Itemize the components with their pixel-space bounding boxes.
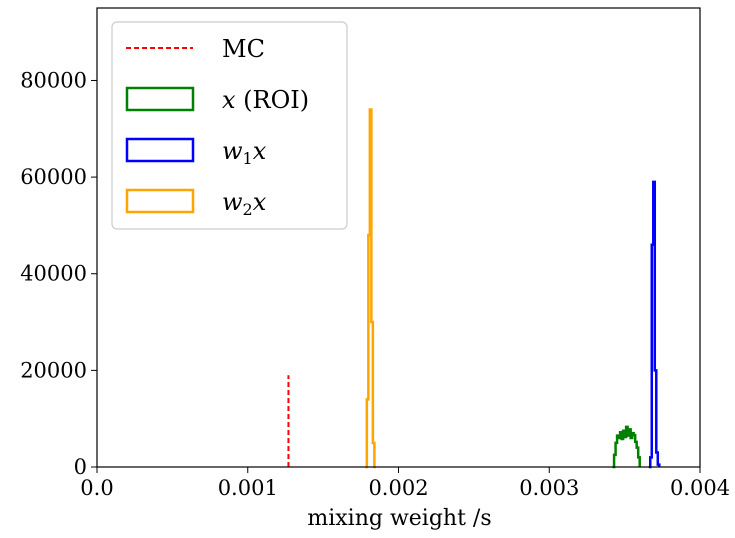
legend-marker-w1x <box>125 137 195 163</box>
legend-label-x-roi: x (ROI) <box>222 86 309 114</box>
y-tick-label: 40000 <box>20 262 87 286</box>
y-tick-label: 80000 <box>20 68 87 92</box>
legend-marker-x-roi <box>125 86 195 112</box>
legend-box <box>111 21 348 230</box>
legend-label-mc: MC <box>222 35 265 63</box>
y-axis-ticks: 0 20000 40000 60000 80000 <box>20 68 97 479</box>
legend-label-w1x: w1x <box>222 137 267 168</box>
y-tick-label: 20000 <box>20 358 87 382</box>
x-axis-label: mixing weight /s <box>307 506 491 531</box>
x-axis-ticks: 0.0 0.001 0.002 0.003 0.004 <box>80 467 730 500</box>
legend-label-w2x: w2x <box>222 188 267 219</box>
plot-marks <box>287 108 661 469</box>
legend-marker-w2x <box>125 188 195 214</box>
legend: MC x (ROI) w1x w2x <box>111 21 348 230</box>
series-w2x-histogram <box>365 108 376 469</box>
x-tick-label: 0.003 <box>519 476 579 500</box>
x-tick-label: 0.0 <box>80 476 113 500</box>
y-tick-label: 0 <box>74 455 87 479</box>
x-tick-label: 0.002 <box>368 476 428 500</box>
legend-entries: MC x (ROI) w1x w2x <box>125 35 309 219</box>
series-w1x-histogram <box>648 180 661 469</box>
y-tick-label: 60000 <box>20 165 87 189</box>
x-tick-label: 0.001 <box>218 476 278 500</box>
series-x-roi-histogram <box>612 425 641 469</box>
x-tick-label: 0.004 <box>670 476 730 500</box>
